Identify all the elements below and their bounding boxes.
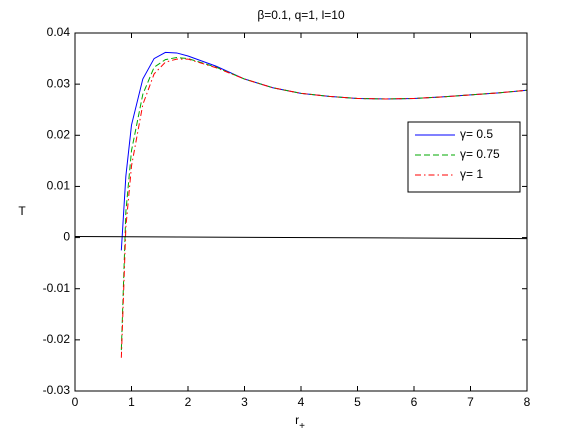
x-tick-label: 3: [241, 395, 248, 409]
y-tick-label: 0: [63, 230, 70, 244]
x-tick-label: 8: [524, 395, 531, 409]
series-line: [74, 236, 528, 240]
x-axis-label-main: r: [295, 413, 299, 427]
y-axis-label: T: [18, 204, 26, 218]
x-tick-label: 4: [298, 395, 305, 409]
legend-label: γ= 1: [460, 167, 483, 181]
x-axis-label: r+: [295, 413, 305, 431]
legend-label: γ= 0.5: [460, 127, 493, 141]
legend-box: [407, 121, 521, 193]
series-line: [120, 58, 528, 358]
y-tick-label: 0.01: [47, 179, 71, 193]
y-tick-label: -0.01: [43, 281, 71, 295]
axes-box: [74, 32, 528, 392]
x-tick-label: 6: [411, 395, 418, 409]
x-axis-label-subscript: +: [299, 421, 305, 432]
x-tick-label: 0: [72, 395, 79, 409]
y-tick-label: 0.04: [47, 25, 71, 39]
y-tick-label: 0.02: [47, 127, 71, 141]
x-tick-label: 2: [185, 395, 192, 409]
legend-label: γ= 0.75: [460, 147, 500, 161]
x-tick-label: 5: [354, 395, 361, 409]
plot-area: [75, 33, 527, 391]
x-tick-label: 1: [128, 395, 135, 409]
y-tick-label: -0.03: [43, 383, 71, 397]
chart-title: β=0.1, q=1, l=10: [257, 8, 345, 22]
y-tick-label: -0.02: [43, 332, 71, 346]
y-tick-label: 0.03: [47, 76, 71, 90]
x-tick-label: 7: [467, 395, 474, 409]
